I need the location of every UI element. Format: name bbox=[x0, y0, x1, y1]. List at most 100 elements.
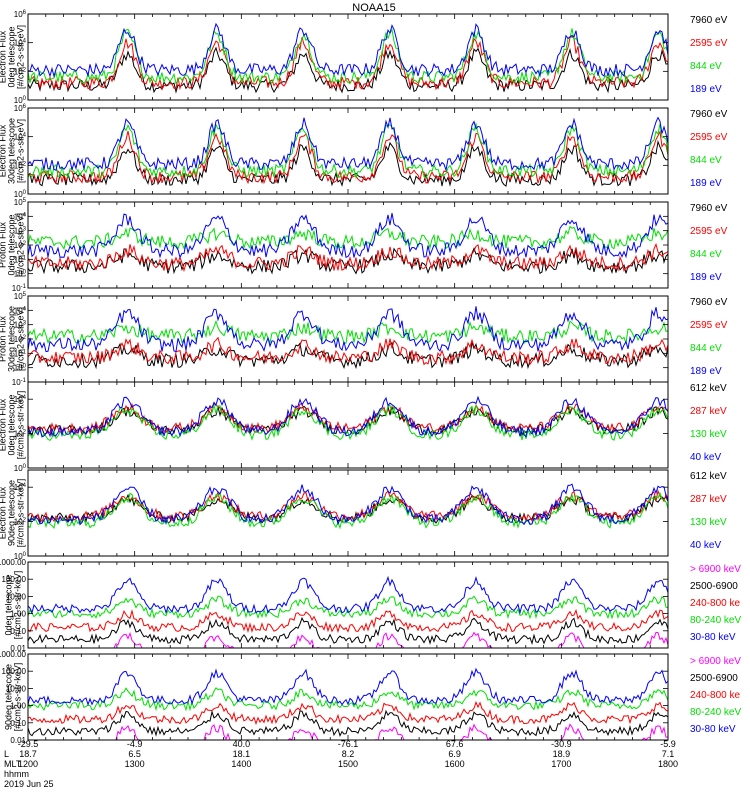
y-axis-label: 90deg telescope[#/cm2-s-str-keV] bbox=[4, 663, 23, 732]
x-tick-label: -76.1 bbox=[338, 739, 359, 749]
series-trace-1-panel-3 bbox=[27, 246, 669, 275]
y-tick-label: 10.00 bbox=[6, 684, 27, 693]
x-tick-label: -29.5 bbox=[18, 739, 39, 749]
x-tick-label: 40.0 bbox=[233, 739, 251, 749]
legend-entry: 2595 eV bbox=[690, 320, 728, 331]
y-tick-label: 100 bbox=[14, 364, 27, 373]
x-row-label: MLT bbox=[4, 759, 22, 769]
legend-entry: > 6900 keV bbox=[690, 656, 741, 667]
date-label: 2019 Jun 25 bbox=[4, 779, 54, 789]
series-trace-1-panel-5 bbox=[27, 405, 669, 437]
y-axis-label: MEPEDElectron Flux90deg telescope[#/cm2-… bbox=[0, 479, 26, 548]
y-tick-label: 103 bbox=[14, 227, 27, 236]
legend-entry: 240-800 ke bbox=[690, 598, 740, 609]
series-trace-3-panel-2 bbox=[27, 121, 669, 180]
x-tick-label: 1200 bbox=[18, 759, 38, 769]
legend-entry: 189 eV bbox=[690, 84, 722, 95]
legend-entry: 30-80 keV bbox=[690, 632, 736, 643]
series-trace-4-panel-3 bbox=[27, 213, 669, 259]
x-tick-label: 8.2 bbox=[342, 749, 355, 759]
legend-entry: 80-240 keV bbox=[690, 615, 741, 626]
y-tick-label: 10.00 bbox=[6, 592, 27, 601]
y-tick-label: 102 bbox=[14, 161, 27, 170]
y-axis-label: TEDElectron Flux0deg telescope[#/cm2-s-s… bbox=[0, 25, 26, 89]
legend-panel-5: 612 keV 287 keV 130 keV 40 keV bbox=[690, 383, 727, 463]
y-axis-label: MEPEDElectron Flux0deg telescope[#/cm2-s… bbox=[0, 391, 26, 460]
y-tick-label: 100 bbox=[14, 552, 27, 561]
panel-7: 0.01 0.10 1.00 10.00 100.00 1000.00 0deg teles… bbox=[0, 558, 741, 653]
x-tick-label: 1600 bbox=[445, 759, 465, 769]
legend-entry: 7960 eV bbox=[690, 15, 728, 26]
series-trace-2-panel-4 bbox=[27, 336, 669, 366]
legend-entry: 844 eV bbox=[690, 155, 722, 166]
legend-entry: 189 eV bbox=[690, 178, 722, 189]
legend-entry: 189 eV bbox=[690, 366, 722, 377]
legend-panel-2: 7960 eV 2595 eV 844 eV 189 eV bbox=[690, 109, 728, 189]
series-trace-4-panel-1 bbox=[27, 22, 669, 79]
panel-frame bbox=[27, 469, 669, 557]
figure-title: NOAA15 bbox=[352, 2, 395, 14]
y-tick-label: 1.00 bbox=[10, 610, 26, 619]
panel-2: 100 102 104 106 TEDElectron Flux30deg telesc… bbox=[0, 104, 728, 199]
x-tick-label: 1500 bbox=[338, 759, 358, 769]
legend-panel-7: > 6900 keV 2500-6900 240-800 ke 80-240 keV 3… bbox=[690, 564, 741, 643]
x-tick-label: 7.1 bbox=[662, 749, 675, 759]
y-tick-label: 100 bbox=[14, 190, 27, 199]
series-trace-4-panel-6 bbox=[27, 483, 669, 526]
panel-frame bbox=[27, 381, 669, 469]
x-tick-label: 1700 bbox=[551, 759, 571, 769]
y-tick-label: 102 bbox=[14, 430, 27, 439]
y-tick-label: 104 bbox=[14, 483, 27, 492]
y-tick-label: 106 bbox=[14, 104, 27, 113]
series-trace-2-panel-8 bbox=[27, 709, 669, 737]
legend-entry: 287 keV bbox=[690, 494, 727, 505]
y-axis-label: 0deg telescope[#/cm2-s-str-keV] bbox=[4, 571, 23, 640]
series-trace-2-panel-2 bbox=[28, 129, 669, 185]
legend-entry: 2500-6900 bbox=[690, 581, 738, 592]
x-tick-label: -30.9 bbox=[551, 739, 572, 749]
series-trace-3-panel-6 bbox=[27, 491, 669, 530]
legend-entry: 844 eV bbox=[690, 249, 722, 260]
x-tick-label: 6.5 bbox=[128, 749, 141, 759]
x-tick-label: 6.9 bbox=[448, 749, 461, 759]
y-tick-label: 101 bbox=[14, 255, 27, 264]
y-tick-label: 10-1 bbox=[12, 284, 27, 293]
x-tick-label: 18.7 bbox=[19, 749, 37, 759]
legend-entry: 2500-6900 bbox=[690, 673, 738, 684]
legend-entry: 7960 eV bbox=[690, 109, 728, 120]
y-tick-label: 1000.00 bbox=[0, 650, 27, 659]
series-trace-3-panel-7 bbox=[27, 608, 669, 634]
y-tick-label: 106 bbox=[14, 10, 27, 19]
legend-entry: 612 keV bbox=[690, 471, 727, 482]
series-trace-1-panel-2 bbox=[27, 139, 669, 187]
x-tick-label: -4.9 bbox=[127, 739, 143, 749]
panel-1: 100 102 104 106 TEDElectron Flux0deg telesco… bbox=[0, 10, 728, 105]
x-tick-label: 67.6 bbox=[446, 739, 464, 749]
y-tick-label: 100 bbox=[14, 464, 27, 473]
series-trace-4-panel-5 bbox=[27, 395, 669, 438]
y-axis-label: TEDProton Flux0deg telescope[#/cm2-s-str… bbox=[0, 213, 26, 277]
y-tick-label: 101 bbox=[14, 349, 27, 358]
legend-entry: 240-800 ke bbox=[690, 690, 740, 701]
legend-entry: 2595 eV bbox=[690, 226, 728, 237]
legend-entry: 612 keV bbox=[690, 383, 727, 394]
y-tick-label: 0.10 bbox=[10, 719, 26, 728]
y-tick-label: 100.00 bbox=[2, 667, 27, 676]
panels: 100 102 104 106 TEDElectron Flux0deg telesco… bbox=[0, 10, 741, 745]
legend-entry: > 6900 keV bbox=[690, 564, 741, 575]
legend-panel-1: 7960 eV 2595 eV 844 eV 189 eV bbox=[690, 15, 728, 95]
y-tick-label: 102 bbox=[14, 241, 27, 250]
legend-entry: 2595 eV bbox=[690, 38, 728, 49]
series-trace-3-panel-1 bbox=[27, 28, 669, 86]
series-trace-4-panel-4 bbox=[27, 306, 669, 353]
y-tick-label: 1000.00 bbox=[0, 558, 27, 567]
panel-4: 10-1 100 101 102 103 104 105 TEDProton Flux30de… bbox=[0, 292, 728, 387]
panel-6: 100 102 104MEPEDElectron Flux90deg telesco… bbox=[0, 469, 727, 561]
y-tick-label: 1.00 bbox=[10, 702, 26, 711]
x-tick-label: 1800 bbox=[658, 759, 678, 769]
series-trace-5-panel-8 bbox=[27, 667, 669, 707]
legend-entry: 30-80 keV bbox=[690, 724, 736, 735]
legend-entry: 844 eV bbox=[690, 61, 722, 72]
y-tick-label: 104 bbox=[14, 395, 27, 404]
